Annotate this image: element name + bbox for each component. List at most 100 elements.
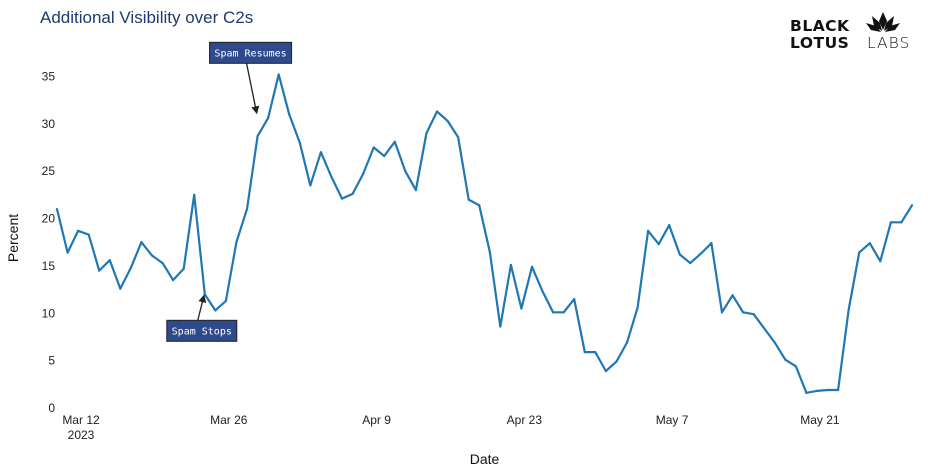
data-point	[742, 311, 745, 314]
data-point	[710, 242, 713, 245]
data-point	[245, 207, 249, 211]
data-point	[520, 307, 523, 310]
x-tick-sublabel: 2023	[68, 428, 95, 442]
data-point	[815, 389, 819, 393]
x-tick-label: Apr 23	[507, 413, 543, 427]
data-point	[478, 204, 481, 207]
data-point	[393, 140, 396, 143]
data-point	[689, 261, 692, 265]
data-point	[636, 306, 639, 309]
data-point	[172, 279, 175, 282]
data-point	[457, 135, 460, 139]
x-tick-label: May 7	[656, 413, 689, 427]
data-point	[108, 259, 111, 262]
annotation-label: Spam Stops	[172, 326, 232, 337]
data-point	[267, 117, 270, 120]
data-point	[625, 341, 629, 344]
data-point	[414, 189, 417, 192]
data-point	[530, 265, 534, 268]
data-point	[129, 266, 132, 269]
data-point	[203, 293, 206, 296]
logo-word-labs: LABS	[867, 34, 911, 52]
black-lotus-labs-logo: BLACK LOTUS LABS	[790, 10, 930, 56]
data-point	[583, 351, 586, 354]
y-tick-label: 25	[42, 164, 56, 178]
logo-word-lotus: LOTUS	[790, 34, 850, 52]
annotation: Spam Resumes	[209, 41, 293, 115]
data-point	[193, 193, 196, 196]
data-point	[372, 146, 375, 149]
y-tick-label: 0	[48, 401, 55, 415]
annotation-arrow	[245, 63, 260, 115]
data-point	[552, 311, 555, 314]
data-point	[731, 294, 734, 297]
data-point	[319, 151, 322, 154]
data-point	[678, 253, 681, 256]
lotus-flower-icon	[866, 12, 900, 32]
series-line	[55, 73, 913, 394]
data-point	[298, 141, 301, 144]
x-tick-label: Mar 12	[62, 413, 100, 427]
data-point	[847, 308, 850, 311]
logo-word-black: BLACK	[790, 17, 850, 35]
data-point	[277, 73, 280, 76]
data-point	[161, 261, 164, 265]
data-point	[309, 184, 312, 187]
data-point	[351, 192, 354, 195]
annotation-box	[166, 319, 238, 342]
data-point	[467, 198, 470, 201]
data-point	[615, 360, 618, 363]
annotations-group: Spam Resumes Spam Stops	[166, 41, 293, 342]
data-point	[858, 251, 861, 254]
annotation-arrow	[197, 294, 207, 321]
data-point	[657, 243, 660, 246]
data-point	[98, 269, 101, 272]
data-point	[140, 241, 143, 244]
data-point	[435, 110, 439, 113]
data-point	[573, 297, 576, 301]
x-tick-label: Apr 9	[362, 413, 391, 427]
y-axis: 0 5 10 15 20 25 30 35	[42, 69, 56, 415]
data-point	[235, 241, 238, 244]
data-point	[214, 309, 217, 312]
data-point	[488, 250, 491, 253]
y-tick-label: 15	[42, 259, 56, 273]
x-axis-title: Date	[470, 451, 500, 467]
annotation-box	[209, 41, 293, 64]
data-point	[868, 242, 871, 245]
data-point	[541, 290, 544, 293]
data-point	[509, 263, 512, 267]
data-point	[446, 119, 449, 123]
page-title: Additional Visibility over C2s	[40, 8, 254, 27]
data-point	[340, 197, 344, 200]
data-point	[720, 311, 724, 314]
data-point	[288, 113, 291, 116]
data-point	[763, 327, 766, 330]
y-tick-label: 30	[42, 117, 56, 131]
data-point	[784, 358, 787, 361]
data-point	[773, 341, 776, 344]
data-point	[668, 224, 671, 227]
data-point	[562, 311, 565, 314]
y-tick-label: 20	[42, 212, 56, 226]
data-point	[699, 252, 702, 255]
annotation-label: Spam Resumes	[214, 48, 286, 59]
data-point	[604, 369, 607, 373]
data-point	[900, 221, 903, 224]
data-point	[362, 172, 365, 176]
data-point	[794, 365, 797, 368]
x-tick-label: Mar 26	[210, 413, 248, 427]
data-point	[752, 313, 755, 316]
data-point	[910, 204, 914, 207]
data-point	[383, 154, 386, 158]
data-point	[499, 325, 502, 328]
annotation: Spam Stops	[166, 294, 238, 342]
y-axis-title: Percent	[5, 214, 21, 262]
data-point	[837, 388, 840, 392]
data-point	[224, 299, 227, 303]
data-point	[87, 233, 90, 236]
data-point	[879, 260, 882, 263]
data-point	[647, 229, 650, 232]
data-point	[150, 254, 154, 257]
